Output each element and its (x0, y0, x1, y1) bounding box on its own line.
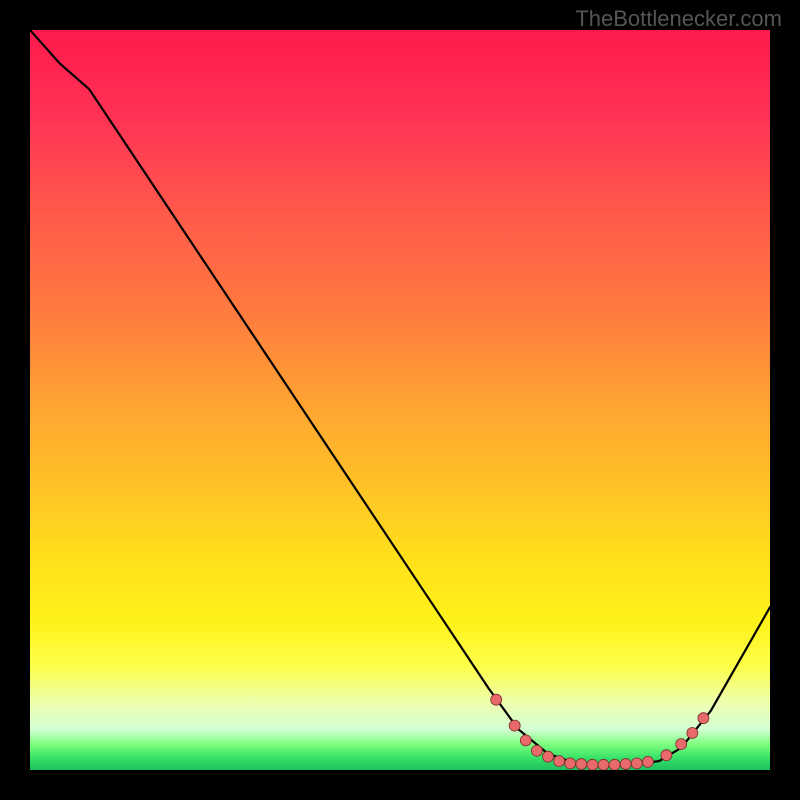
watermark-text: TheBottlenecker.com (575, 6, 782, 32)
marker-dot (565, 758, 576, 769)
marker-dot (598, 759, 609, 770)
marker-dot (587, 759, 598, 770)
marker-dot (543, 751, 554, 762)
marker-dot (520, 735, 531, 746)
marker-dot (642, 756, 653, 767)
marker-dot (576, 759, 587, 770)
chart-overlay (30, 30, 770, 770)
marker-dot (554, 756, 565, 767)
marker-dot (609, 759, 620, 770)
marker-dot (491, 694, 502, 705)
marker-dot (698, 713, 709, 724)
marker-dot (687, 728, 698, 739)
marker-dot (531, 745, 542, 756)
marker-dot (509, 720, 520, 731)
bottleneck-curve (30, 30, 770, 766)
marker-dot (676, 739, 687, 750)
plot-area (30, 30, 770, 770)
marker-dot (631, 758, 642, 769)
marker-dot (661, 750, 672, 761)
marker-dot (620, 759, 631, 770)
